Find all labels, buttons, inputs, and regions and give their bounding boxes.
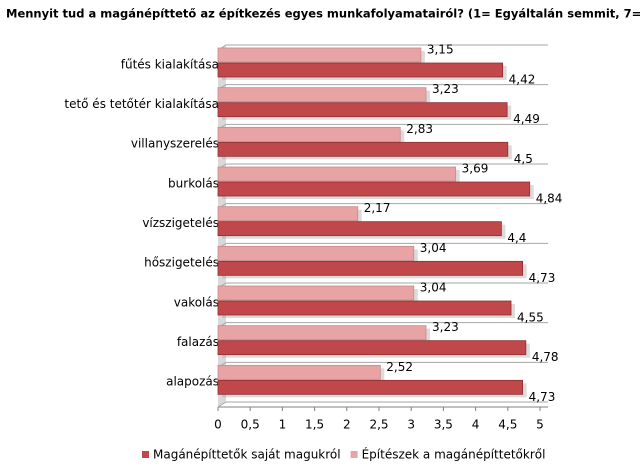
value-label: 4,42 xyxy=(509,73,536,87)
x-tick-label: 3 xyxy=(407,418,415,432)
x-tick-label: 0 xyxy=(214,418,222,432)
bar xyxy=(217,260,524,276)
y-tick-label: vakolás xyxy=(174,295,219,309)
y-tick-label: hőszigetelés xyxy=(144,256,219,270)
bar xyxy=(217,325,427,341)
value-label: 4,73 xyxy=(529,271,556,285)
y-tick-label: falazás xyxy=(177,335,219,349)
x-tick-label: 5 xyxy=(536,418,544,432)
value-label: 4,5 xyxy=(514,152,533,166)
value-label: 3,04 xyxy=(420,281,447,295)
y-tick-label: alapozás xyxy=(166,375,219,389)
x-tick-label: 1,5 xyxy=(305,418,324,432)
value-label: 4,73 xyxy=(529,390,556,404)
bar xyxy=(217,47,422,63)
x-tick-label: 2,5 xyxy=(369,418,388,432)
x-tick-label: 4,5 xyxy=(498,418,517,432)
value-label: 4,84 xyxy=(536,192,563,206)
bar xyxy=(217,126,401,142)
x-tick-label: 3,5 xyxy=(434,418,453,432)
value-label: 3,23 xyxy=(432,82,459,96)
value-label: 3,04 xyxy=(420,241,447,255)
value-label: 2,52 xyxy=(386,360,413,374)
bar xyxy=(217,206,359,222)
bar xyxy=(217,364,381,380)
value-label: 2,17 xyxy=(364,201,391,215)
value-label: 3,23 xyxy=(432,320,459,334)
bar xyxy=(217,166,457,182)
bar xyxy=(217,285,415,301)
bar xyxy=(217,141,509,157)
bar xyxy=(217,181,531,197)
bar xyxy=(217,300,512,316)
bar xyxy=(217,340,527,356)
x-tick-label: 2 xyxy=(343,418,351,432)
bar xyxy=(217,221,502,237)
legend-swatch xyxy=(142,451,149,458)
bar xyxy=(217,62,504,78)
legend-label: Építészek a magánépíttetőkről xyxy=(362,447,546,462)
legend-swatch xyxy=(350,451,358,458)
value-label: 4,49 xyxy=(513,112,540,126)
band-line xyxy=(217,401,548,408)
chart-title: Mennyit tud a magánépíttető az építkezés… xyxy=(6,7,640,21)
value-label: 4,55 xyxy=(517,311,544,325)
value-label: 3,69 xyxy=(462,162,489,176)
value-label: 2,83 xyxy=(406,122,433,136)
bar xyxy=(217,102,508,118)
x-tick-label: 0,5 xyxy=(241,418,260,432)
bar xyxy=(217,87,427,103)
legend-label: Magánépíttetők saját magukról xyxy=(153,448,341,462)
value-label: 4,78 xyxy=(532,350,559,364)
x-tick-label: 1 xyxy=(279,418,287,432)
value-label: 3,15 xyxy=(427,43,454,57)
x-tick-label: 4 xyxy=(472,418,480,432)
value-label: 4,4 xyxy=(507,231,526,245)
y-tick-label: fűtés kialakítása xyxy=(121,57,219,71)
bar xyxy=(217,379,524,395)
y-tick-label: tető és tetőtér kialakítása xyxy=(64,97,219,111)
bar xyxy=(217,245,415,261)
y-tick-label: vízszigetelés xyxy=(142,216,219,230)
y-tick-label: villanyszerelés xyxy=(131,137,219,151)
y-tick-label: burkolás xyxy=(168,176,219,190)
